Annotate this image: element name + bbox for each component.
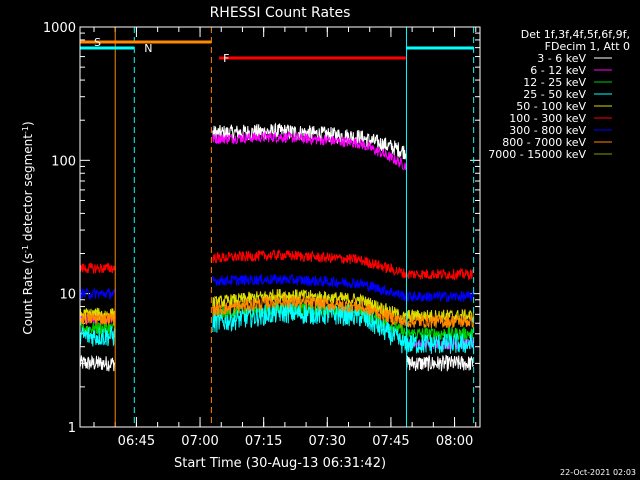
y-axis-label-sup1: -1 bbox=[21, 245, 30, 253]
timestamp: 22-Oct-2021 02:03 bbox=[560, 468, 636, 477]
legend-label: 25 - 50 keV bbox=[523, 88, 586, 101]
flag-label: F bbox=[223, 52, 229, 65]
series-line bbox=[212, 301, 407, 354]
flag-label: S bbox=[94, 36, 101, 49]
plot-frame bbox=[79, 26, 481, 428]
series-line bbox=[406, 327, 475, 342]
x-tick-label: 07:45 bbox=[372, 434, 409, 449]
series-line bbox=[212, 130, 407, 172]
legend-label: 50 - 100 keV bbox=[516, 100, 586, 113]
x-tick-label: 08:00 bbox=[436, 434, 473, 449]
series-line bbox=[406, 332, 475, 355]
series-line bbox=[406, 313, 475, 329]
legend-label: 12 - 25 keV bbox=[523, 76, 586, 89]
y-tick-label: 100 bbox=[51, 154, 76, 169]
legend-header-2: FDecim 1, Att 0 bbox=[545, 40, 630, 53]
x-tick-label: 06:45 bbox=[118, 434, 155, 449]
legend-label: 800 - 7000 keV bbox=[502, 136, 586, 149]
y-axis-label-mid: detector segment bbox=[21, 134, 35, 245]
series-line bbox=[212, 294, 407, 328]
series-line bbox=[212, 249, 407, 279]
series-line bbox=[212, 273, 407, 302]
x-tick-label: 07:30 bbox=[309, 434, 346, 449]
y-axis-label: Count Rate (s-1 detector segment-1) bbox=[21, 121, 36, 334]
legend-label: 100 - 300 keV bbox=[509, 112, 586, 125]
series-line bbox=[406, 267, 474, 282]
x-axis-label: Start Time (30-Aug-13 06:31:42) bbox=[174, 456, 386, 471]
series-line bbox=[406, 290, 475, 303]
legend-label: 3 - 6 keV bbox=[537, 52, 586, 65]
legend-label: 7000 - 15000 keV bbox=[488, 148, 586, 161]
series-line bbox=[79, 312, 116, 326]
series-line bbox=[79, 325, 116, 347]
series-line bbox=[79, 287, 116, 301]
series-line bbox=[406, 354, 475, 372]
legend-label: 300 - 800 keV bbox=[509, 124, 586, 137]
y-tick-label: 10 bbox=[59, 288, 76, 303]
y-axis-label-main: Count Rate (s bbox=[21, 253, 35, 335]
series-line bbox=[79, 262, 116, 274]
chart-title: RHESSI Count Rates bbox=[210, 5, 351, 21]
y-axis-label-end: ) bbox=[21, 121, 35, 126]
plot-area: 1 10 100 1000 06:45 07:00 07:15 07:30 07:45 08:00… bbox=[43, 21, 480, 449]
x-tick-label: 07:15 bbox=[245, 434, 282, 449]
flag-label: N bbox=[144, 42, 152, 55]
series-line bbox=[212, 122, 407, 160]
y-axis-label-sup2: -1 bbox=[21, 126, 30, 134]
legend-label: 6 - 12 keV bbox=[530, 64, 586, 77]
y-tick-label: 1 bbox=[68, 421, 76, 436]
x-tick-label: 07:00 bbox=[181, 434, 218, 449]
legend-header-1: Det 1f,3f,4f,5f,6f,9f, bbox=[521, 28, 630, 41]
y-tick-label: 1000 bbox=[43, 21, 76, 36]
series-line bbox=[79, 354, 116, 372]
